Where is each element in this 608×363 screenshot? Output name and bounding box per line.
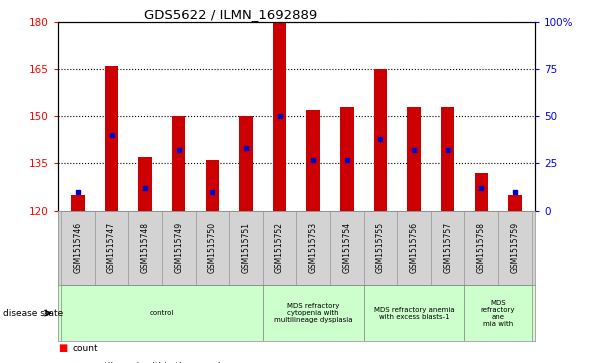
Text: percentile rank within the sample: percentile rank within the sample xyxy=(73,362,226,363)
FancyBboxPatch shape xyxy=(465,285,531,341)
Text: ■: ■ xyxy=(58,343,67,354)
Text: control: control xyxy=(150,310,174,316)
FancyBboxPatch shape xyxy=(61,285,263,341)
Text: MDS
refractory
ane
mia with: MDS refractory ane mia with xyxy=(481,299,516,327)
Text: GSM1515754: GSM1515754 xyxy=(342,222,351,273)
FancyBboxPatch shape xyxy=(162,211,196,285)
FancyBboxPatch shape xyxy=(229,211,263,285)
FancyBboxPatch shape xyxy=(431,211,465,285)
Bar xyxy=(474,173,488,211)
FancyBboxPatch shape xyxy=(196,211,229,285)
FancyBboxPatch shape xyxy=(364,285,465,341)
Text: GSM1515758: GSM1515758 xyxy=(477,222,486,273)
Text: GSM1515746: GSM1515746 xyxy=(74,222,83,273)
Bar xyxy=(407,107,421,211)
Bar xyxy=(441,107,454,211)
FancyBboxPatch shape xyxy=(263,211,296,285)
FancyBboxPatch shape xyxy=(61,211,95,285)
Bar xyxy=(206,160,219,211)
Text: disease state: disease state xyxy=(3,309,63,318)
Text: GSM1515759: GSM1515759 xyxy=(510,222,519,273)
Bar xyxy=(172,116,185,211)
Text: GDS5622 / ILMN_1692889: GDS5622 / ILMN_1692889 xyxy=(143,8,317,21)
FancyBboxPatch shape xyxy=(330,211,364,285)
Bar xyxy=(306,110,320,211)
Bar xyxy=(340,107,353,211)
Bar xyxy=(240,116,253,211)
FancyBboxPatch shape xyxy=(465,211,498,285)
Text: GSM1515752: GSM1515752 xyxy=(275,222,284,273)
Text: GSM1515749: GSM1515749 xyxy=(174,222,183,273)
Bar xyxy=(139,157,152,211)
FancyBboxPatch shape xyxy=(498,211,531,285)
Text: GSM1515753: GSM1515753 xyxy=(309,222,318,273)
FancyBboxPatch shape xyxy=(364,211,397,285)
Text: GSM1515755: GSM1515755 xyxy=(376,222,385,273)
Bar xyxy=(374,69,387,211)
FancyBboxPatch shape xyxy=(263,285,364,341)
Text: GSM1515756: GSM1515756 xyxy=(410,222,418,273)
FancyBboxPatch shape xyxy=(128,211,162,285)
Text: GSM1515751: GSM1515751 xyxy=(241,222,250,273)
Text: MDS refractory
cytopenia with
multilineage dysplasia: MDS refractory cytopenia with multilinea… xyxy=(274,303,353,323)
Text: GSM1515757: GSM1515757 xyxy=(443,222,452,273)
Bar xyxy=(105,66,119,211)
Bar xyxy=(273,22,286,211)
FancyBboxPatch shape xyxy=(397,211,431,285)
Bar xyxy=(71,195,85,211)
Text: MDS refractory anemia
with excess blasts-1: MDS refractory anemia with excess blasts… xyxy=(374,307,454,319)
Bar xyxy=(508,195,522,211)
FancyBboxPatch shape xyxy=(95,211,128,285)
Text: count: count xyxy=(73,344,98,353)
Text: ■: ■ xyxy=(58,362,67,363)
Text: GSM1515747: GSM1515747 xyxy=(107,222,116,273)
Text: GSM1515748: GSM1515748 xyxy=(140,222,150,273)
Text: GSM1515750: GSM1515750 xyxy=(208,222,217,273)
FancyBboxPatch shape xyxy=(296,211,330,285)
